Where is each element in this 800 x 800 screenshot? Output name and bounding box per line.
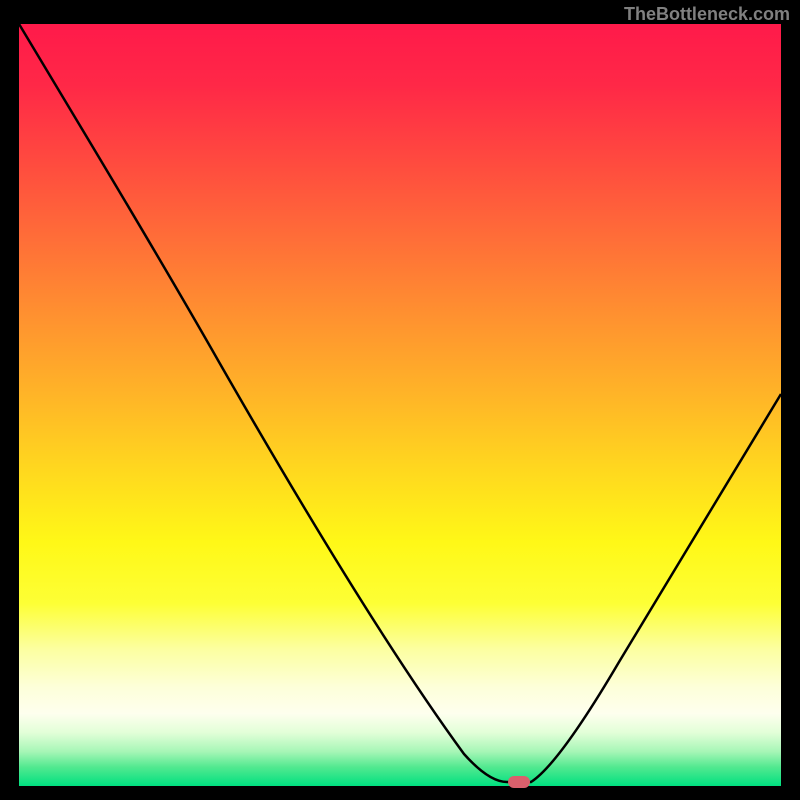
- plot-area: [19, 24, 781, 786]
- curve-path: [19, 24, 781, 782]
- optimum-marker: [508, 776, 530, 788]
- chart-container: TheBottleneck.com: [0, 0, 800, 800]
- watermark-text: TheBottleneck.com: [624, 4, 790, 25]
- bottleneck-curve: [19, 24, 781, 786]
